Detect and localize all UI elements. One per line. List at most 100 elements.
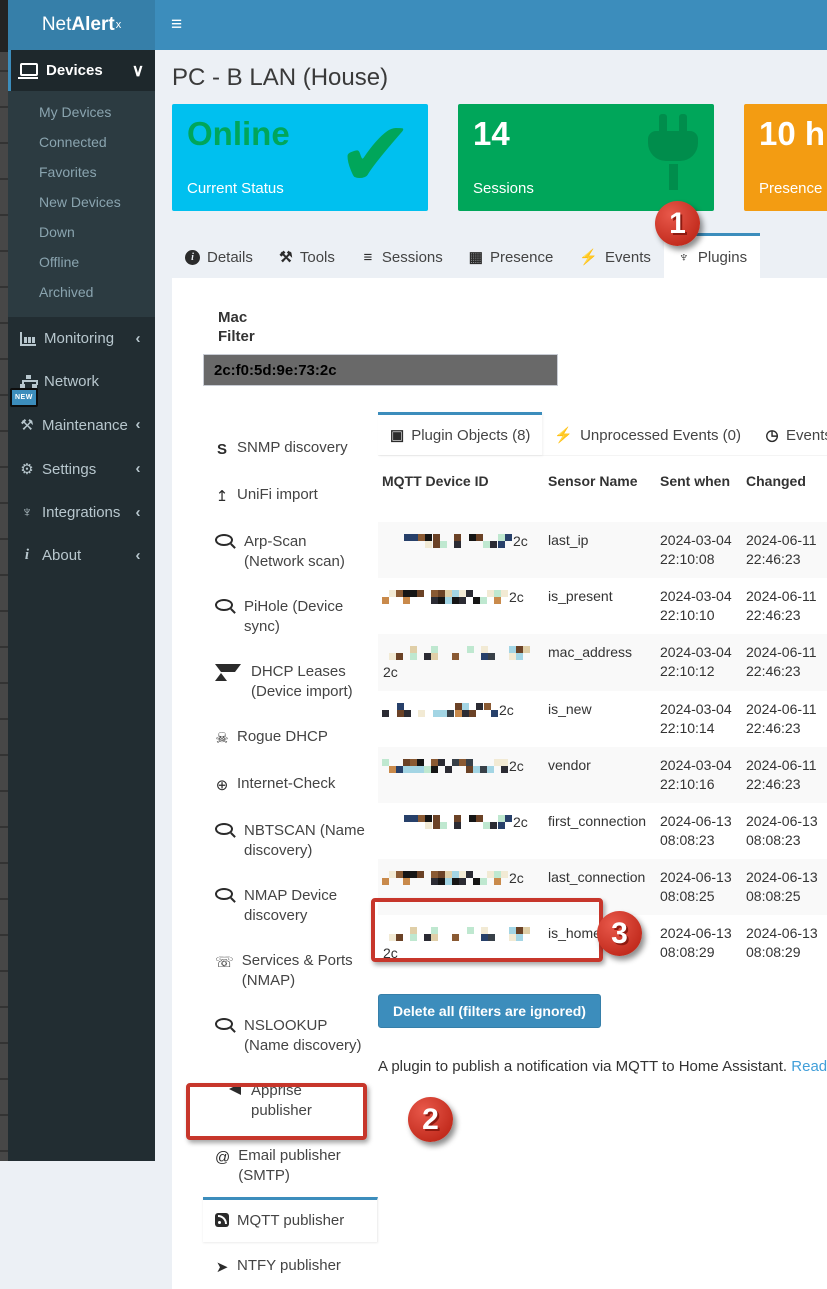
device-id-suffix: 2c	[499, 701, 514, 718]
inner-tab[interactable]: ▣ Plugin Objects (8)	[378, 412, 543, 455]
card-value: 14	[473, 115, 510, 152]
plugin-nav-item[interactable]: ↥ UniFi import	[203, 471, 378, 518]
plugin-description: A plugin to publish a notification via M…	[378, 1058, 827, 1075]
plugin-nav-item[interactable]: ⊕ Internet-Check	[203, 760, 378, 807]
sidebar-item[interactable]: Monitoring ‹	[8, 317, 155, 360]
card-label: Sessions	[473, 180, 534, 197]
plugin-nav-label: Services & Ports (NMAP)	[241, 952, 353, 989]
plugin-nav-label: NBTSCAN (Name discovery)	[244, 822, 365, 859]
changed-cell: 2024-06-13 08:08:25	[746, 868, 818, 904]
plugin-nav-item[interactable]: NSLOOKUP (Name discovery)	[203, 1002, 378, 1067]
device-id-mosaic	[382, 927, 530, 942]
list-icon: ≡	[363, 248, 373, 266]
sidebar-item[interactable]: ⚙ Settings ‹	[8, 447, 155, 491]
plugin-objects-table: MQTT Device ID Sensor Name Sent when Cha…	[378, 458, 827, 972]
sent-when-cell: 2024-03-04 22:10:08	[660, 532, 732, 567]
device-id-suffix: 2c	[383, 663, 398, 680]
sidebar-subitem[interactable]: My Devices	[39, 104, 112, 120]
read-more-link[interactable]: Read more in t	[791, 1057, 827, 1075]
tab[interactable]: ♆ Plugins	[663, 233, 761, 278]
sidebar-item-label: About	[42, 547, 82, 564]
device-id-suffix: 2c	[513, 532, 528, 549]
delete-all-button[interactable]: Delete all (filters are ignored)	[378, 993, 601, 1028]
rss-icon	[215, 1213, 229, 1227]
tab[interactable]: ▦ Presence	[456, 233, 567, 278]
plugin-nav-item[interactable]: ☠ Rogue DHCP	[203, 713, 378, 760]
logo-sup: x	[115, 19, 122, 31]
mac-filter-input[interactable]	[203, 354, 558, 386]
at-icon: @	[215, 1149, 231, 1166]
plugin-nav-label: NMAP Device discovery	[244, 887, 338, 924]
plugin-nav-item[interactable]: Arp-Scan (Network scan)	[203, 518, 378, 583]
col-header: Sent when	[660, 473, 731, 489]
phone-icon: ☏	[215, 954, 234, 971]
sidebar-item-devices[interactable]: Devices ∨	[8, 50, 155, 91]
sidebar-subitem[interactable]: New Devices	[39, 194, 121, 210]
search-icon	[215, 823, 233, 835]
info-circle-icon	[185, 249, 200, 265]
search-icon	[215, 534, 233, 546]
devices-submenu: My Devices Connected Favorites New Devices D…	[8, 91, 155, 317]
sidebar-item[interactable]: ⚒ Maintenance ‹	[8, 403, 155, 447]
tab-label: Presence	[489, 248, 554, 266]
sidebar-subitem[interactable]: Offline	[39, 254, 80, 270]
plugin-nav-item[interactable]: @ Email publisher (SMTP)	[203, 1132, 378, 1197]
tab[interactable]: ⚒ Tools	[266, 233, 348, 278]
tab[interactable]: ⚡ Events	[566, 233, 664, 278]
annotation-badge-1: 1	[655, 201, 700, 246]
inner-tab-label: Unprocessed Events (0)	[580, 426, 741, 444]
sidebar-item-label: Integrations	[42, 504, 121, 521]
sensor-name-cell: vendor	[548, 756, 591, 773]
sidebar-subitem[interactable]: Connected	[39, 134, 107, 150]
changed-cell: 2024-06-11 22:46:23	[746, 532, 817, 567]
search-icon	[215, 599, 233, 611]
chevron-left-icon: ‹	[135, 460, 141, 477]
card-value: 10 h	[759, 115, 826, 152]
tab[interactable]: Details	[172, 233, 266, 278]
app-logo[interactable]: Net Alert x	[8, 0, 155, 50]
status-card: Online Current Status ✔	[172, 104, 428, 211]
sidebar-item[interactable]: Network	[8, 360, 155, 403]
chevron-left-icon: ‹	[135, 329, 141, 347]
wrench-icon: ⚒	[20, 417, 34, 434]
table-row: 2c first_connection 2024-06-13 08:08:23 …	[378, 803, 827, 859]
top-navbar: ≡	[155, 0, 827, 50]
sent-when-cell: 2024-03-04 22:10:16	[660, 756, 732, 792]
inner-tab[interactable]: ◷ Events History (5	[753, 412, 827, 455]
chevron-left-icon: ‹	[135, 546, 141, 564]
search-icon	[215, 1018, 233, 1030]
inner-tab[interactable]: ⚡ Unprocessed Events (0)	[542, 412, 753, 455]
tools-icon: ⚒	[279, 249, 293, 266]
sidebar-subitem[interactable]: Down	[39, 224, 75, 240]
sidebar-subitem[interactable]: Archived	[39, 284, 94, 300]
changed-cell: 2024-06-13 08:08:23	[746, 812, 818, 848]
device-id-mosaic	[382, 703, 498, 718]
plugin-nav-item[interactable]: ☏ Services & Ports (NMAP)	[203, 937, 378, 1002]
plugin-nav-label: NTFY publisher	[237, 1257, 341, 1274]
cube-icon: ▣	[390, 427, 405, 444]
plugin-nav-item[interactable]: S SNMP discovery	[203, 424, 378, 471]
plugin-nav-item[interactable]: ➤ NTFY publisher	[203, 1242, 378, 1289]
tab-label: Tools	[299, 248, 335, 266]
plugin-nav-item[interactable]: NMAP Device discovery	[203, 872, 378, 937]
plugin-nav-item[interactable]: MQTT publisher	[203, 1197, 378, 1242]
tab-label: Details	[207, 248, 253, 266]
table-row: 2c is_present 2024-03-04 22:10:10 2024-0…	[378, 578, 827, 634]
tab[interactable]: ≡ Sessions	[348, 233, 456, 278]
description-text: A plugin to publish a notification via M…	[378, 1057, 792, 1075]
plugin-content: ▣ Plugin Objects (8) ⚡ Unprocessed Event…	[378, 412, 827, 1289]
plugin-nav-label: Email publisher (SMTP)	[238, 1147, 341, 1184]
plug-icon: ♆	[678, 248, 690, 266]
plugin-nav-label: Internet-Check	[237, 775, 336, 792]
plugin-nav-label: MQTT publisher	[237, 1212, 345, 1229]
plugin-inner-tabs: ▣ Plugin Objects (8) ⚡ Unprocessed Event…	[378, 412, 827, 456]
changed-cell: 2024-06-11 22:46:23	[746, 588, 817, 623]
sidebar-item[interactable]: ♆ Integrations ‹	[8, 491, 155, 534]
plugin-nav: S SNMP discovery ↥ UniFi import Arp-Scan…	[203, 412, 378, 1289]
plugin-nav-item[interactable]: NBTSCAN (Name discovery)	[203, 807, 378, 872]
sidebar-item[interactable]: i About ‹	[8, 534, 155, 577]
plugin-nav-item[interactable]: DHCP Leases (Device import)	[203, 648, 378, 713]
sidebar-subitem[interactable]: Favorites	[39, 164, 97, 180]
plugin-nav-item[interactable]: PiHole (Device sync)	[203, 583, 378, 648]
hamburger-icon[interactable]: ≡	[171, 14, 183, 35]
